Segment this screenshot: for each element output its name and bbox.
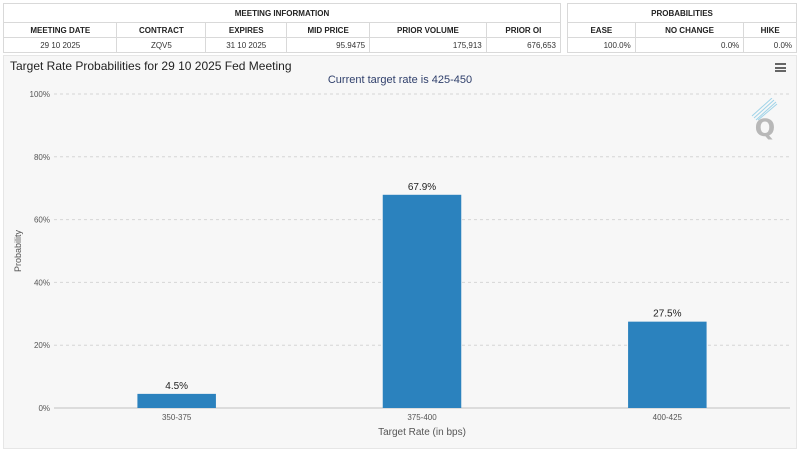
meeting-information-header: MEETING INFORMATION (3, 3, 561, 23)
y-tick-label: 60% (34, 216, 50, 225)
y-tick-label: 100% (30, 90, 50, 99)
cell-hike: 0.0% (743, 37, 797, 53)
table-row: 100.0% 0.0% 0.0% (567, 37, 797, 53)
cell-mid-price: 95.9475 (286, 37, 371, 53)
cell-ease: 100.0% (567, 37, 636, 53)
hamburger-menu-icon[interactable] (775, 63, 786, 72)
col-hike: HIKE (743, 22, 797, 38)
col-no-change: NO CHANGE (634, 22, 745, 38)
cell-expires: 31 10 2025 (205, 37, 288, 53)
data-label: 27.5% (653, 309, 681, 320)
bar-375-400 (382, 194, 462, 408)
y-axis-title: Probability (13, 229, 23, 272)
col-prior-oi: PRIOR OI (485, 22, 562, 38)
info-tables: MEETING INFORMATION MEETING DATE CONTRAC… (2, 3, 797, 53)
col-ease: EASE (567, 22, 636, 38)
y-tick-label: 20% (34, 341, 50, 350)
x-tick-label: 400-425 (653, 413, 683, 422)
data-label: 4.5% (165, 381, 188, 392)
y-tick-label: 0% (38, 404, 50, 413)
table-row: 29 10 2025 ZQV5 31 10 2025 95.9475 175,9… (2, 37, 562, 53)
cell-prior-oi: 676,653 (485, 37, 562, 53)
cell-prior-volume: 175,913 (369, 37, 487, 53)
col-prior-volume: PRIOR VOLUME (369, 22, 487, 38)
chart-subtitle: Current target rate is 425-450 (327, 74, 473, 86)
y-tick-label: 40% (34, 278, 50, 287)
probabilities-table: PROBABILITIES EASE NO CHANGE HIKE 100.0%… (567, 3, 797, 53)
chart-canvas: 0% 20% 40% 60% 80% 100% 4.5% 350-375 67.9% 375-40… (13, 90, 790, 438)
data-label: 67.9% (408, 182, 436, 193)
y-tick-label: 80% (34, 153, 50, 162)
target-rate-chart: 0% 20% 40% 60% 80% 100% 4.5% 350-375 67.9% 375-40… (3, 55, 797, 449)
col-meeting-date: MEETING DATE (2, 22, 118, 38)
svg-text:Q: Q (755, 114, 775, 140)
bar-350-375 (137, 393, 216, 408)
x-tick-label: 350-375 (162, 413, 192, 422)
col-expires: EXPIRES (205, 22, 288, 38)
bar-400-425 (628, 321, 707, 408)
x-axis-title: Target Rate (in bps) (378, 427, 466, 438)
x-tick-label: 375-400 (407, 413, 437, 422)
cell-no-change: 0.0% (634, 37, 745, 53)
chart-title: Target Rate Probabilities for 29 10 2025… (10, 59, 292, 73)
col-contract: CONTRACT (116, 22, 207, 38)
cell-contract: ZQV5 (116, 37, 207, 53)
meeting-information-table: MEETING INFORMATION MEETING DATE CONTRAC… (2, 3, 562, 53)
q-logo-icon: Q (751, 98, 778, 140)
col-mid-price: MID PRICE (286, 22, 371, 38)
cell-meeting-date: 29 10 2025 (2, 37, 118, 53)
probabilities-header: PROBABILITIES (567, 3, 797, 23)
